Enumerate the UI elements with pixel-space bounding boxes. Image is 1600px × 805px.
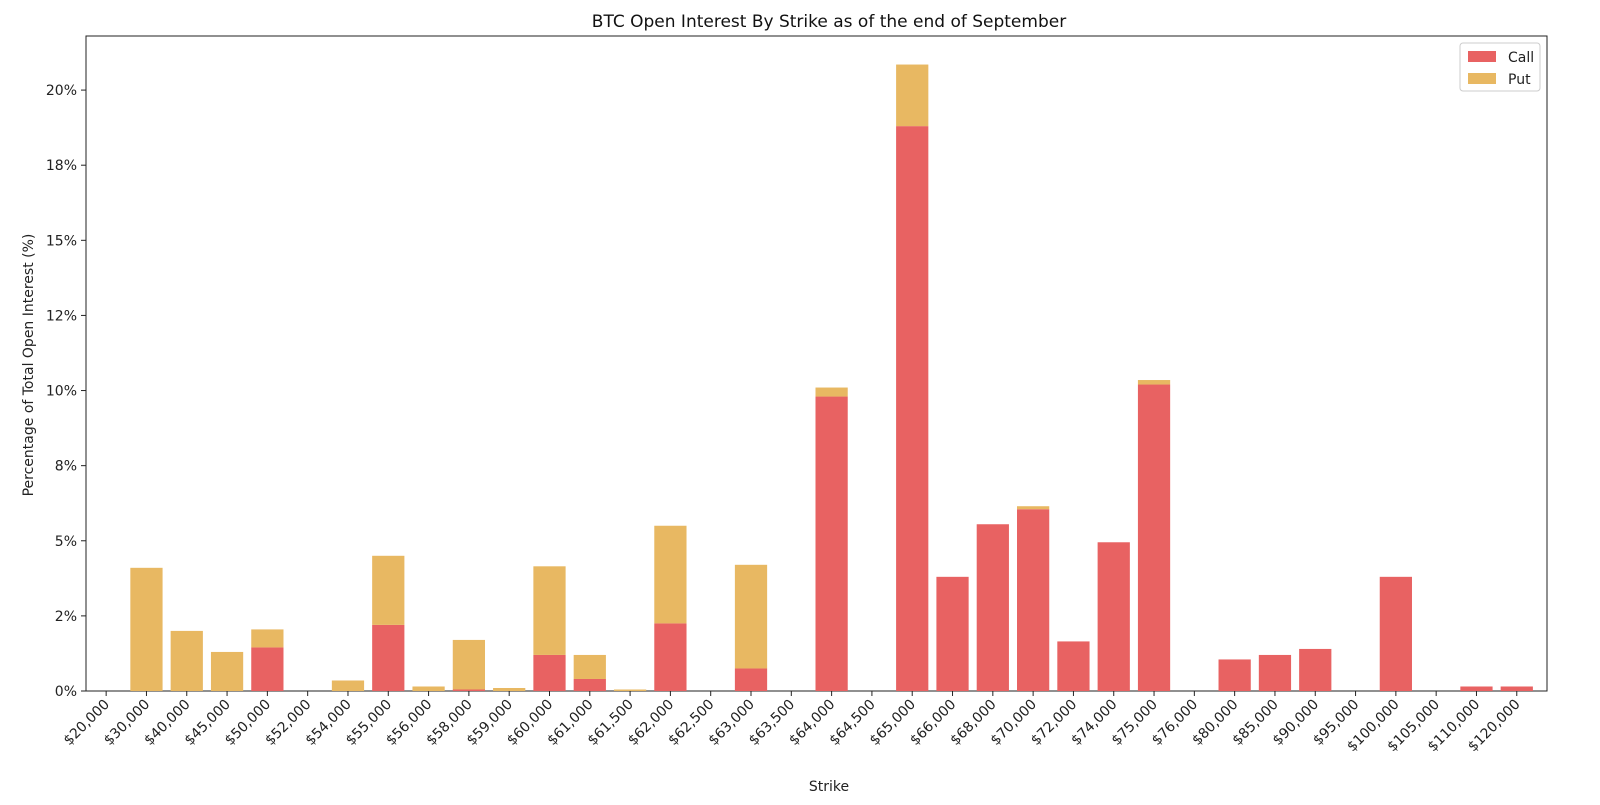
- bar-call: [1057, 641, 1090, 691]
- bar-put: [372, 555, 405, 625]
- bar-call: [1500, 686, 1533, 691]
- legend-swatch-call: [1468, 51, 1496, 62]
- bar-put: [331, 680, 365, 691]
- chart-title: BTC Open Interest By Strike as of the en…: [592, 12, 1066, 32]
- bar-put: [815, 387, 848, 397]
- bar-call: [573, 678, 606, 691]
- bar-call: [1137, 384, 1171, 691]
- bar-call: [1379, 576, 1412, 691]
- bar-put: [654, 525, 687, 624]
- bar-call: [1460, 686, 1493, 691]
- bar-put: [734, 564, 768, 669]
- y-tick-label: 2%: [55, 609, 77, 625]
- bar-call: [372, 624, 405, 691]
- bar-call: [1097, 542, 1130, 691]
- bar-call: [654, 623, 687, 691]
- bar-call: [533, 654, 566, 691]
- bar-put: [573, 654, 606, 679]
- bar-put: [613, 689, 647, 691]
- y-tick-label: 15%: [46, 233, 77, 249]
- bar-call: [251, 647, 284, 691]
- bar-call: [734, 668, 768, 691]
- bar-call: [896, 126, 929, 691]
- legend-swatch-put: [1468, 73, 1496, 84]
- bar-call: [976, 524, 1009, 691]
- bar-put: [1017, 506, 1050, 510]
- bar-put: [533, 566, 566, 655]
- legend: Call Put: [1459, 42, 1541, 92]
- bar-put: [210, 651, 244, 691]
- y-tick-label: 12%: [46, 308, 77, 324]
- bar-put: [1137, 380, 1171, 385]
- bar-put: [170, 630, 203, 691]
- bar-call: [452, 689, 486, 691]
- y-tick-label: 18%: [46, 158, 77, 174]
- y-tick-label: 10%: [46, 384, 77, 400]
- bar-call: [1017, 509, 1050, 691]
- bar-call: [936, 576, 969, 691]
- bar-put: [412, 686, 445, 691]
- bar-put: [493, 687, 526, 691]
- plot-area: 0%2%5%8%10%12%15%18%20%$20,000$30,000$40…: [46, 35, 1548, 755]
- bar-call: [1218, 659, 1251, 691]
- legend-label-put: Put: [1508, 72, 1531, 88]
- bar-put: [251, 629, 284, 648]
- y-axis-title: Percentage of Total Open Interest (%): [21, 234, 37, 497]
- bar-put: [130, 567, 163, 691]
- y-tick-label: 5%: [55, 534, 77, 550]
- bar-put: [896, 64, 929, 127]
- bar-call: [1299, 648, 1332, 691]
- legend-label-call: Call: [1508, 50, 1534, 66]
- y-tick-label: 8%: [55, 459, 77, 475]
- bar-put: [452, 639, 486, 690]
- y-tick-label: 0%: [55, 684, 77, 700]
- y-tick-label: 20%: [46, 83, 77, 99]
- x-axis-title: Strike: [809, 779, 849, 795]
- bar-call: [815, 396, 848, 691]
- bar-call: [1258, 654, 1292, 691]
